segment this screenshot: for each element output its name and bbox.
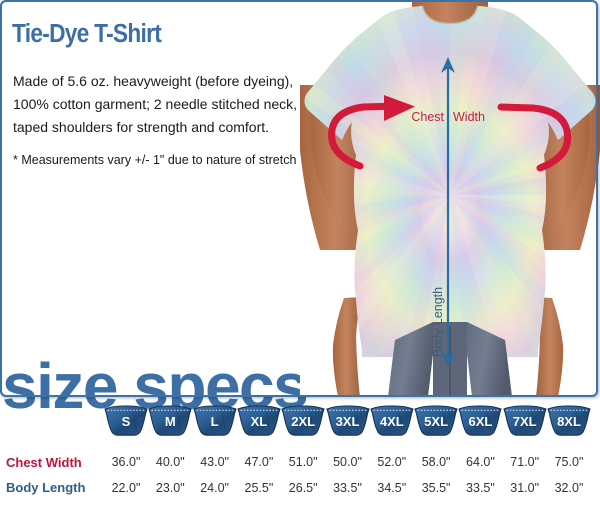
svg-text:Width: Width	[453, 110, 485, 124]
svg-text:Body Length: Body Length	[431, 287, 445, 357]
svg-text:Chest: Chest	[411, 110, 444, 124]
